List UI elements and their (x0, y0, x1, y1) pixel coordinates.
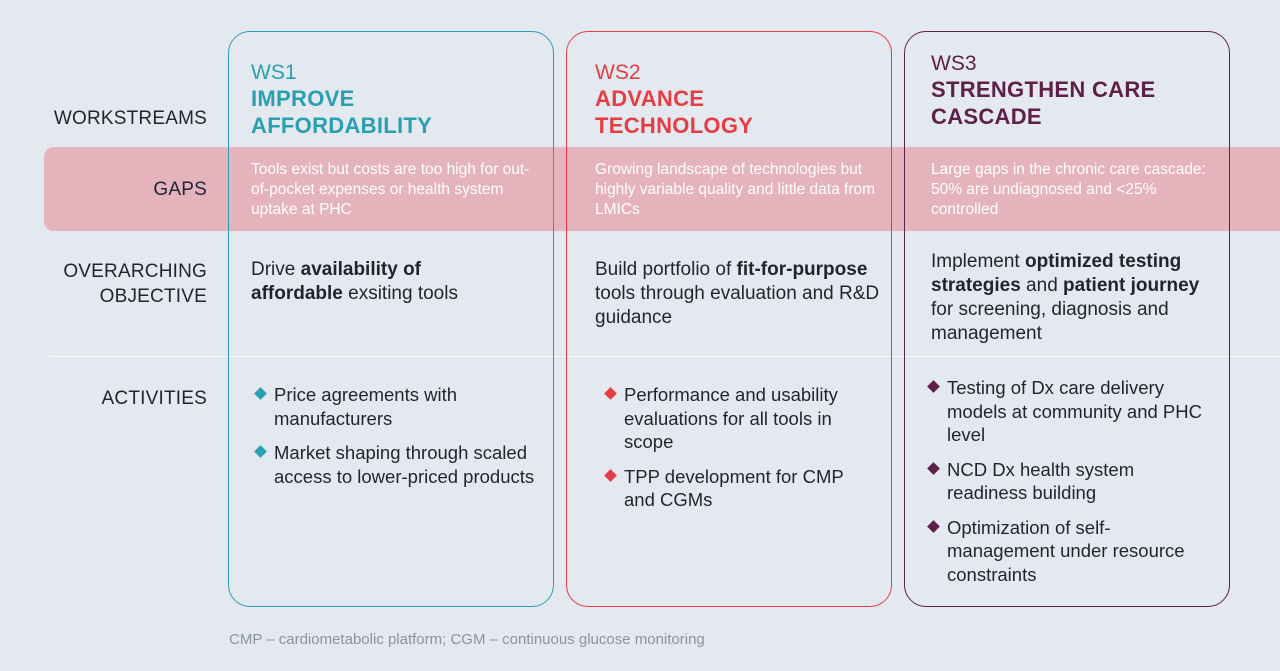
row-label-gaps: GAPS (153, 179, 207, 200)
ws3-gap-text: Large gaps in the chronic care cascade: … (931, 161, 1206, 218)
ws3-code: WS3 (931, 52, 977, 75)
ws1-objective-run-0: Drive (251, 259, 301, 280)
diamond-bullet-icon (254, 387, 267, 400)
ws1-activities: Price agreements with manufacturers Marke… (254, 383, 539, 499)
diamond-bullet-icon (927, 519, 940, 533)
ws3-objective-run-2: and (1020, 275, 1064, 296)
ws2-objective-run-1: fit-for-purpose (736, 259, 868, 280)
ws1-code: WS1 (251, 61, 297, 84)
ws3-title-line2: CASCADE (931, 104, 1042, 129)
ws1-box (228, 31, 554, 607)
ws2-objective-run-0: Build portfolio of (595, 259, 737, 280)
ws2-activity-1: Performance and usability evaluations fo… (604, 383, 874, 454)
ws2-header: WS2 ADVANCE TECHNOLOGY (595, 61, 885, 139)
ws2-title-line2: TECHNOLOGY (595, 113, 754, 138)
diamond-bullet-icon (604, 468, 617, 482)
ws2-gap-text: Growing landscape of technologies but hi… (595, 161, 876, 218)
ws3-objective-run-0: Implement (931, 251, 1025, 272)
activity-text: Market shaping through scaled access to … (274, 442, 535, 487)
ws3-activities: Testing of Dx care delivery models at co… (927, 376, 1217, 597)
activity-text: Optimization of self-management under re… (947, 516, 1185, 585)
ws1-header: WS1 IMPROVE AFFORDABILITY (251, 61, 541, 139)
ws1-activity-1: Price agreements with manufacturers (254, 383, 539, 430)
ws1-title-line2: AFFORDABILITY (251, 113, 433, 138)
ws3-objective-run-1: optimized testing strategies (931, 251, 1182, 296)
activity-text: NCD Dx health system readiness building (947, 458, 1135, 504)
ws2-activities: Performance and usability evaluations fo… (604, 383, 874, 523)
ws3-activity-1: Testing of Dx care delivery models at co… (927, 376, 1217, 447)
ws3-objective-run-3: patient journey (1063, 275, 1200, 296)
ws1-title-line1: IMPROVE (251, 86, 355, 111)
ws3-objective: Implement optimized testing strategies a… (931, 250, 1226, 346)
ws2-code: WS2 (595, 61, 641, 84)
activity-text: Price agreements with manufacturers (274, 384, 458, 429)
ws3-box (904, 31, 1230, 607)
activity-text: TPP development for CMP and CGMs (624, 465, 844, 511)
row-label-objective-line1: OVERARCHING (63, 261, 207, 282)
ws1-objective-run-2: exsiting tools (342, 283, 458, 304)
footnote: CMP – cardiometabolic platform; CGM – co… (229, 631, 705, 648)
diamond-bullet-icon (927, 380, 940, 393)
ws1-objective-run-1: availability of affordable (251, 259, 421, 304)
ws2-box (566, 31, 892, 607)
ws1-activity-2: Market shaping through scaled access to … (254, 441, 539, 488)
diamond-bullet-icon (254, 445, 267, 458)
ws3-activity-3: Optimization of self-management under re… (927, 516, 1217, 587)
diamond-bullet-icon (927, 461, 940, 475)
ws3-header: WS3 STRENGTHEN CARE CASCADE (931, 52, 1221, 130)
row-label-workstreams: WORKSTREAMS (53, 108, 207, 129)
ws1-objective: Drive availability of affordable exsitin… (251, 258, 501, 306)
row-divider (50, 356, 1280, 357)
ws2-objective: Build portfolio of fit-for-purpose tools… (595, 258, 885, 330)
diamond-bullet-icon (604, 387, 617, 400)
ws3-title-line1: STRENGTHEN CARE (931, 77, 1156, 102)
ws1-gap-text: Tools exist but costs are too high for o… (251, 161, 530, 218)
ws3-objective-run-4: for screening, diagnosis and management (931, 299, 1169, 344)
gaps-band (44, 147, 1280, 231)
activity-text: Performance and usability evaluations fo… (624, 384, 838, 452)
ws3-activity-2: NCD Dx health system readiness building (927, 458, 1217, 505)
ws2-activity-2: TPP development for CMP and CGMs (604, 465, 874, 512)
row-label-objective-line2: OBJECTIVE (99, 286, 207, 307)
activity-text: Testing of Dx care delivery models at co… (947, 377, 1202, 445)
row-label-activities: ACTIVITIES (101, 388, 207, 409)
ws2-objective-run-2: tools through evaluation and R&D guidanc… (595, 283, 880, 328)
ws2-title-line1: ADVANCE (595, 86, 705, 111)
